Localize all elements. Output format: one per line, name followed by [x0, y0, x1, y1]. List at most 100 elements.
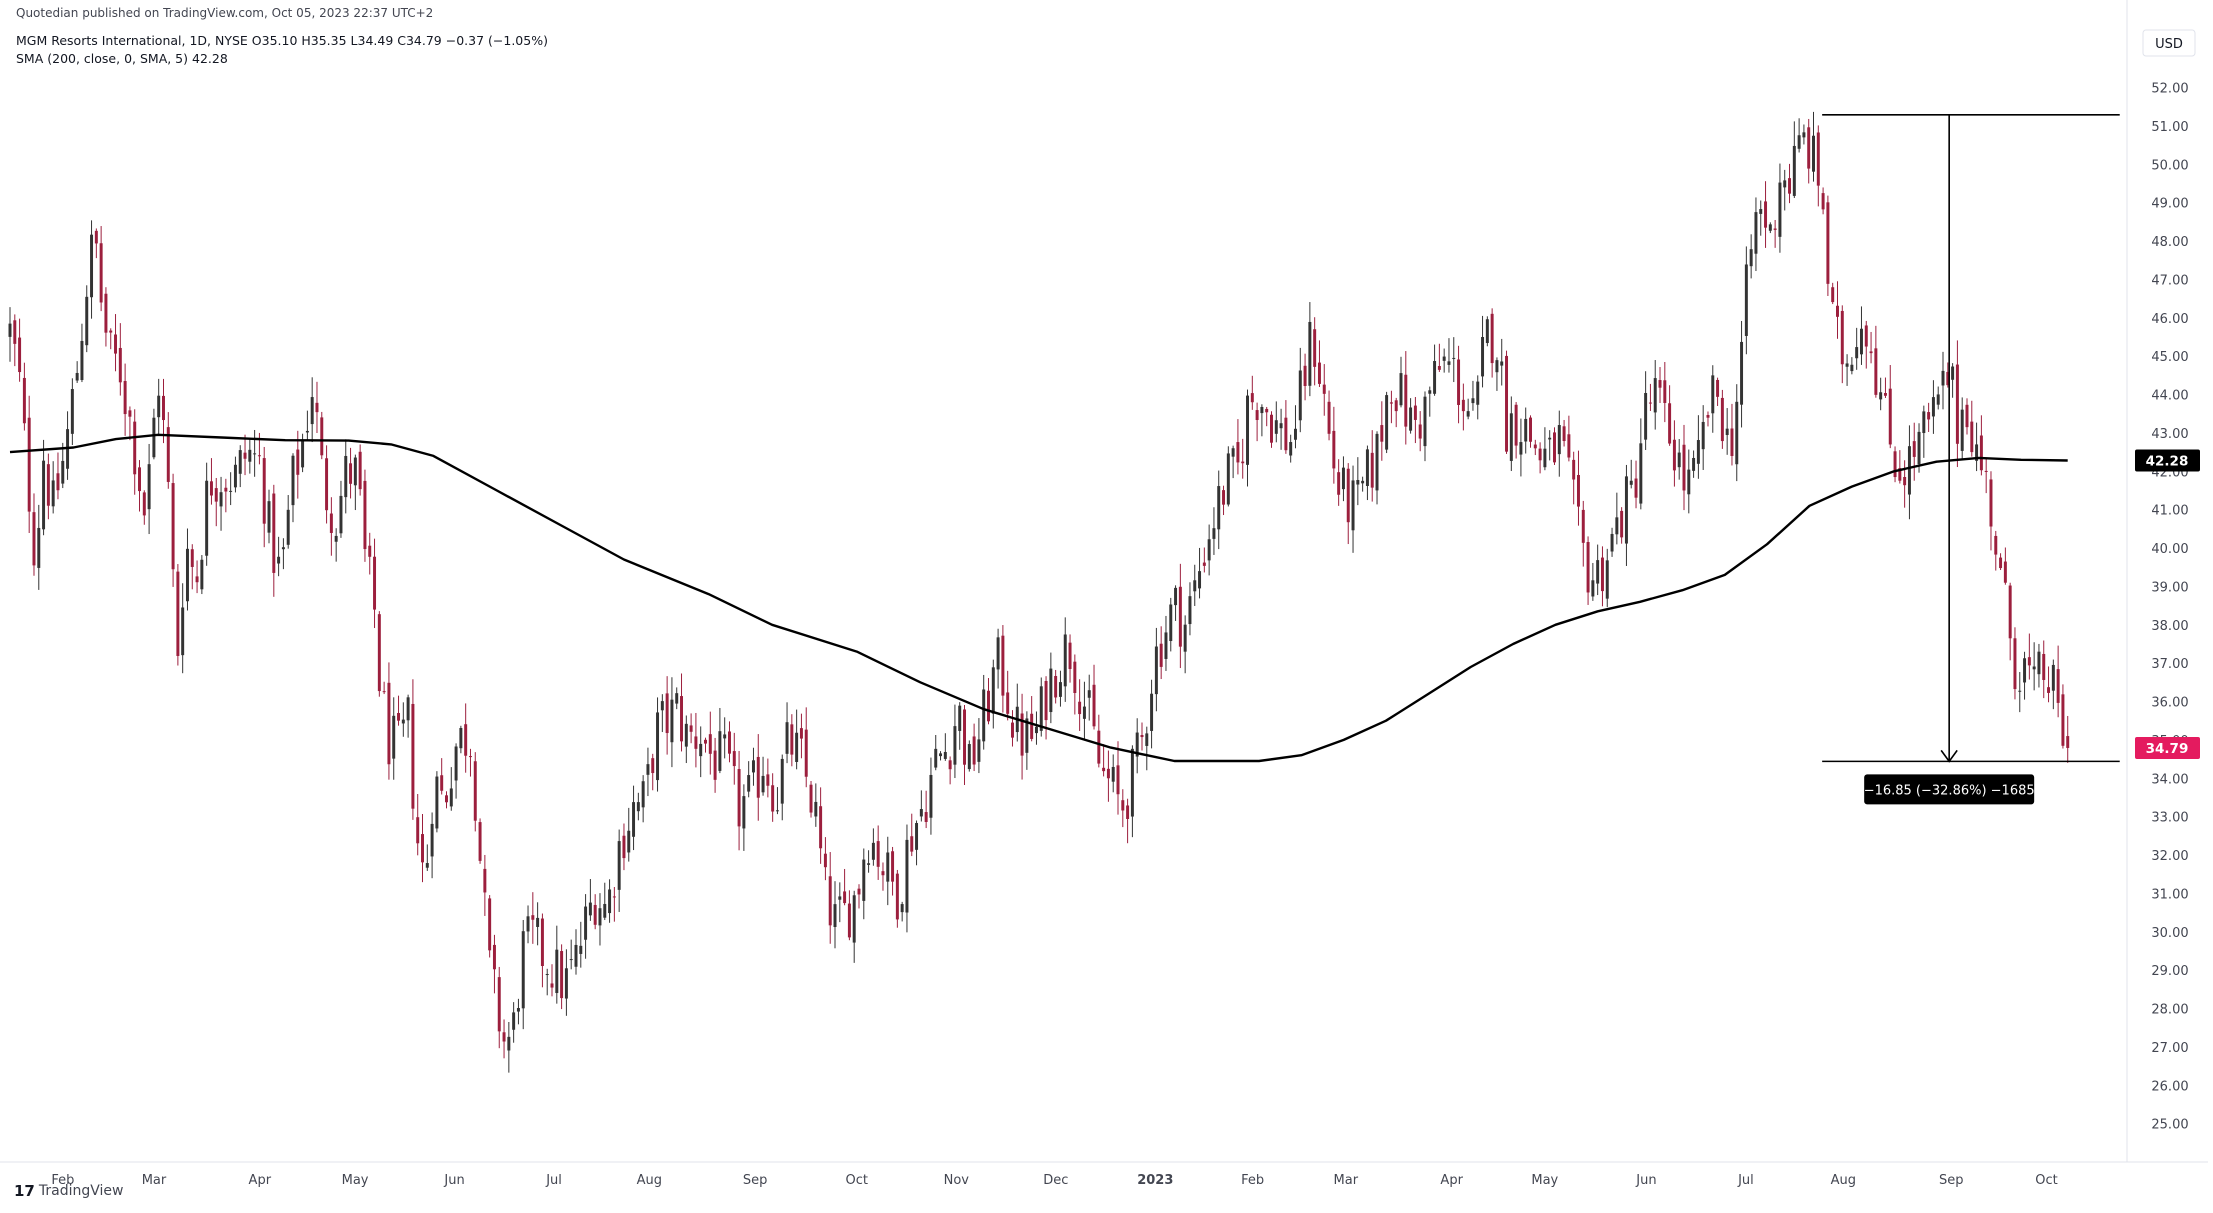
candle-body	[157, 395, 161, 418]
candle-body	[919, 809, 923, 817]
grid	[0, 0, 2208, 1163]
candle-body	[253, 453, 257, 455]
time-tick-label: May	[342, 1173, 369, 1188]
candle-body	[248, 449, 252, 462]
candle-body	[756, 756, 760, 798]
candle-body	[1581, 509, 1585, 543]
candle-body	[1106, 768, 1110, 779]
candle-body	[852, 895, 856, 943]
candle-body	[1082, 706, 1086, 719]
candle-body	[1783, 180, 1787, 188]
candle-body	[622, 835, 626, 859]
time-tick-label: Sep	[1939, 1173, 1964, 1188]
candle-body	[939, 753, 943, 757]
candle-body	[1293, 428, 1297, 440]
candle-body	[166, 427, 170, 482]
candle-body	[1975, 444, 1979, 461]
candle-body	[819, 806, 823, 849]
candle-body	[99, 243, 103, 303]
candle-body	[291, 455, 295, 506]
candle-body	[1792, 145, 1796, 196]
candle-body	[1941, 370, 1945, 386]
candle-body	[1802, 132, 1806, 138]
candle-body	[1946, 371, 1950, 386]
candle-body	[128, 410, 132, 417]
candle-body	[828, 876, 832, 926]
candle-body	[876, 841, 880, 867]
brand-name: TradingView	[38, 1183, 124, 1199]
candle-body	[804, 729, 808, 777]
price-tick-label: 49.00	[2151, 197, 2188, 212]
tradingview-brand[interactable]: 17 TradingView	[14, 1182, 123, 1200]
candle-body	[1711, 375, 1715, 414]
candle-body	[718, 731, 722, 771]
candle-body	[209, 481, 213, 496]
candle-body	[694, 736, 698, 749]
candle-body	[152, 417, 156, 458]
price-tick-label: 37.00	[2151, 657, 2188, 672]
measure-label-box	[1864, 774, 2035, 805]
candle-body	[162, 395, 165, 421]
candle-body	[27, 417, 31, 512]
candle-body	[1111, 766, 1115, 782]
candle-body	[895, 873, 899, 920]
candle-body	[262, 458, 266, 524]
candle-body	[843, 891, 847, 904]
candle-body	[977, 739, 981, 762]
price-tick-label: 28.00	[2151, 1003, 2188, 1018]
candle-body	[521, 931, 525, 1009]
candle-body	[1812, 135, 1815, 172]
candle-body	[1126, 805, 1130, 819]
candle-body	[780, 758, 784, 804]
candle-body	[1572, 459, 1576, 480]
candle-body	[1178, 586, 1182, 647]
candle-body	[1912, 441, 1916, 457]
candle-body	[1346, 468, 1350, 523]
candle-body	[871, 842, 875, 860]
candle-body	[1159, 643, 1163, 667]
candle-body	[550, 983, 554, 988]
price-tick-label: 45.00	[2151, 350, 2188, 365]
candle-body	[1677, 452, 1681, 468]
candle-body	[377, 614, 381, 692]
candle-body	[2023, 658, 2027, 683]
candle-body	[1821, 193, 1825, 210]
candle-body	[1212, 528, 1216, 539]
candle-body	[555, 949, 559, 994]
candle-body	[1557, 425, 1561, 455]
candle-body	[545, 974, 549, 976]
candle-body	[799, 728, 803, 739]
candle-body	[680, 696, 684, 742]
price-tick-label: 36.00	[2151, 696, 2188, 711]
time-tick-label: Apr	[249, 1173, 272, 1188]
measure-tool[interactable]: −16.85 (−32.86%) −1685	[1822, 114, 2120, 805]
candle-body	[2013, 638, 2017, 690]
candle-body	[301, 440, 305, 468]
candle-body	[507, 1036, 511, 1051]
candle-body	[1553, 432, 1556, 463]
candle-body	[1485, 319, 1489, 344]
candle-body	[1154, 646, 1158, 695]
candle-body	[277, 556, 281, 564]
candle-body	[1049, 668, 1053, 713]
candle-body	[1888, 388, 1892, 445]
price-axis[interactable]: 25.00 26.00 27.00 28.00 29.00 30.00 31.00 32.00…	[2135, 29, 2200, 1133]
time-tick-label: Dec	[1043, 1173, 1068, 1188]
candle-body	[1663, 380, 1667, 403]
candle-body	[449, 788, 453, 807]
candle-body	[1226, 453, 1230, 505]
candle-body	[699, 743, 703, 757]
candle-body	[1020, 713, 1024, 756]
candle-body	[416, 817, 420, 844]
candle-body	[1188, 596, 1192, 625]
candle-body	[1927, 412, 1931, 420]
candle-body	[1145, 733, 1149, 746]
time-axis[interactable]: Feb Mar Apr May Jun Jul Aug Sep Oct Nov Dec 2023 Feb…	[51, 1173, 2057, 1188]
last-price-badge	[2135, 736, 2200, 759]
candle-body	[627, 830, 631, 853]
candle-body	[138, 467, 141, 492]
time-tick-label: Feb	[1241, 1173, 1264, 1188]
candle-body	[948, 760, 952, 770]
